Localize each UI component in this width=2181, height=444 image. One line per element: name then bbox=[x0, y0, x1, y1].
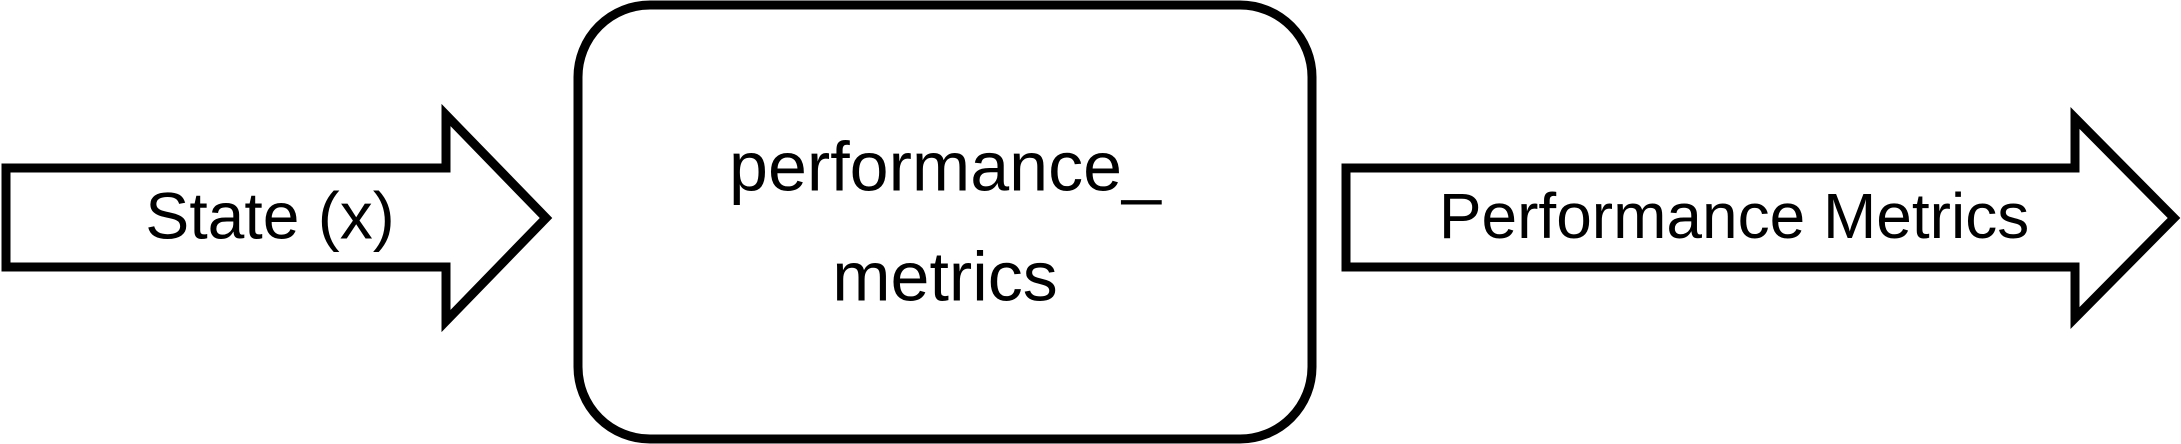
performance-metrics-block: performance_ metrics bbox=[573, 0, 1317, 444]
block-box bbox=[573, 0, 1317, 444]
output-arrow-shape bbox=[1341, 107, 2181, 329]
input-arrow-shape bbox=[1, 103, 553, 333]
output-arrow-label: Performance Metrics bbox=[1439, 180, 2029, 252]
input-arrow-label: State (x) bbox=[145, 178, 394, 252]
output-arrow: Performance Metrics bbox=[1341, 107, 2181, 329]
block-label-line2: metrics bbox=[832, 237, 1058, 315]
block-label-line1: performance_ bbox=[729, 127, 1162, 205]
input-arrow: State (x) bbox=[1, 103, 553, 333]
